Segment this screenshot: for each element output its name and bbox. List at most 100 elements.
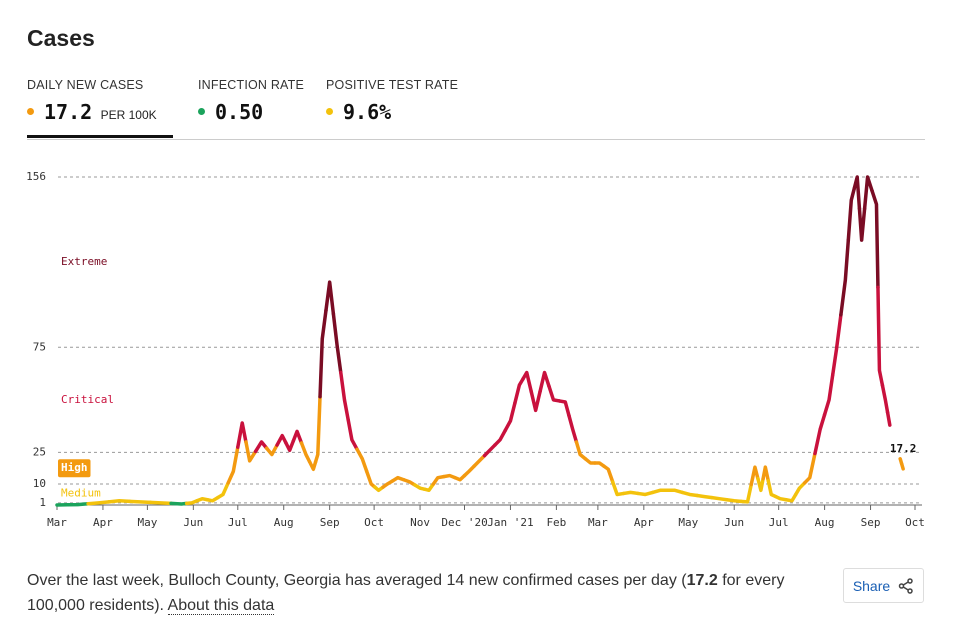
- line-segment: [253, 440, 269, 454]
- line-segment: [355, 447, 369, 474]
- line-segment: [870, 188, 880, 290]
- line-segment: [236, 421, 248, 449]
- line-segment: [538, 370, 551, 394]
- tab-value: 17.2 PER 100K: [27, 100, 157, 124]
- line-segment: [852, 175, 862, 211]
- line-segment: [462, 464, 476, 478]
- line-segment: [773, 494, 788, 502]
- line-segment: [839, 238, 851, 317]
- summary-text: for every 100,000 residents).: [27, 572, 785, 614]
- line-segment: [857, 206, 867, 242]
- share-button[interactable]: Share: [843, 568, 924, 603]
- line-segment: [472, 453, 487, 468]
- line-segment: [831, 312, 843, 377]
- x-tick-label: Oct: [905, 516, 925, 529]
- x-tick-label: Mar: [588, 516, 608, 529]
- x-tick-label: May: [678, 516, 698, 529]
- line-segment: [822, 372, 835, 417]
- level-label: High: [61, 461, 88, 474]
- line-segment: [739, 482, 754, 504]
- line-segment: [899, 462, 905, 471]
- line-segment: [513, 377, 525, 405]
- share-label: Share: [852, 577, 891, 594]
- y-tick-label: 75: [33, 340, 46, 353]
- line-segment: [226, 445, 240, 485]
- chart: 1 10 25 75 156 Mar Apr May Jun Jul Aug Sep Oct Nov Dec…: [26, 170, 925, 529]
- tab-value: 0.50: [198, 100, 263, 124]
- x-tick-label: Jun: [183, 516, 203, 529]
- x-tick-label: Apr: [93, 516, 113, 529]
- y-tick-label: 1: [39, 496, 46, 509]
- tab-number: 17.2: [44, 100, 93, 124]
- line-segment: [284, 439, 296, 453]
- line-segment: [503, 401, 517, 433]
- line-segment: [521, 370, 533, 394]
- tab-label[interactable]: DAILY NEW CASES: [27, 78, 144, 92]
- x-tick-label: Oct: [364, 516, 384, 529]
- line-segment: [65, 501, 90, 507]
- tab-unit: PER 100K: [100, 108, 157, 122]
- x-tick-label: Aug: [274, 516, 294, 529]
- line-segment: [402, 478, 417, 487]
- tab-label[interactable]: POSITIVE TEST RATE: [326, 78, 459, 92]
- x-tick-label: Apr: [634, 516, 654, 529]
- line-segment: [567, 413, 579, 444]
- line-segment: [324, 280, 336, 316]
- line-segment: [381, 479, 395, 489]
- x-tick-label: Dec '20: [441, 516, 487, 529]
- about-link[interactable]: About this data: [167, 597, 275, 615]
- x-tick-label: Jul: [769, 516, 789, 529]
- x-tick-label: Aug: [815, 516, 835, 529]
- tab-label[interactable]: INFECTION RATE: [198, 78, 305, 92]
- line-segment: [86, 500, 111, 506]
- value-label: 17.2: [890, 442, 917, 455]
- line-segment: [453, 473, 467, 482]
- line-segment: [195, 496, 210, 503]
- line-segment: [802, 451, 817, 485]
- x-tick-label: Jan '21: [487, 516, 533, 529]
- line-segment: [793, 481, 807, 497]
- line-segment: [184, 499, 199, 506]
- line-segment: [695, 493, 714, 500]
- line-segment: [761, 465, 771, 483]
- line-segment: [636, 490, 655, 497]
- x-tick-label: Mar: [47, 516, 67, 529]
- line-segment: [331, 311, 343, 375]
- line-segment: [364, 469, 377, 489]
- summary-text: Over the last week, Bulloch County, Geor…: [27, 572, 687, 589]
- level-label: Medium: [61, 486, 101, 499]
- line-segment: [680, 490, 699, 498]
- line-segment: [482, 443, 497, 458]
- x-tick-label: May: [137, 516, 157, 529]
- x-tick-label: Jul: [228, 516, 248, 529]
- line-segment: [610, 480, 626, 497]
- line-segment: [710, 495, 729, 502]
- x-tick-label: Sep: [861, 516, 881, 529]
- line-segment: [264, 443, 279, 457]
- line-segment: [373, 485, 385, 493]
- line-segment: [622, 490, 640, 496]
- line-segment: [493, 428, 508, 447]
- line-segment: [593, 461, 606, 468]
- line-segment: [275, 433, 288, 447]
- line-segment: [422, 482, 436, 493]
- tab-underline: [27, 135, 173, 138]
- section-title: Cases: [27, 25, 95, 51]
- line-segment: [318, 308, 328, 399]
- line-segment: [876, 285, 885, 387]
- line-segment: [862, 175, 874, 211]
- line-segment: [547, 384, 562, 403]
- tab-number: 9.6%: [343, 100, 392, 124]
- line-segment: [291, 429, 304, 445]
- line-segment: [880, 383, 890, 415]
- tab-number: 0.50: [215, 100, 264, 124]
- divider: [27, 139, 925, 140]
- line-segment: [784, 492, 798, 503]
- line-segment: [107, 499, 132, 504]
- level-label: Critical: [61, 393, 114, 406]
- tab-value: 9.6%: [326, 100, 391, 124]
- x-tick-label: Jun: [724, 516, 744, 529]
- line-segment: [813, 412, 827, 456]
- level-label: Extreme: [61, 255, 107, 268]
